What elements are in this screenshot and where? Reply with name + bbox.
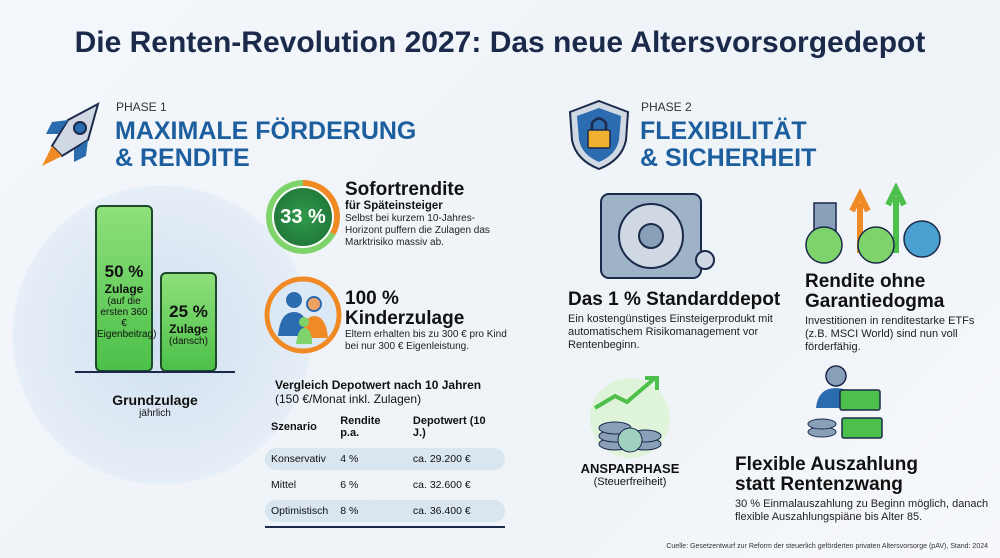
auszahlung-title1: Flexible Auszahlung bbox=[735, 454, 918, 475]
bar-25-percent: 25 % Zulage (dansch) bbox=[160, 272, 217, 372]
kinderzulage-block: 100 % Kinderzulage Eltern erhalten bis z… bbox=[345, 289, 515, 353]
chart-caption: Grundzulage jährlich bbox=[85, 392, 225, 419]
table-row: Konservativ 4 % ca. 29.200 € bbox=[265, 448, 505, 470]
bar2-value: 25 % bbox=[169, 302, 208, 321]
comparison-table: Szenario Rendite p.a. Depotwert (10 J.) … bbox=[265, 406, 505, 528]
phase2-heading: FLEXIBILITÄT & SICHERHEIT bbox=[640, 118, 816, 172]
bar2-label: Zulage bbox=[169, 322, 208, 336]
person-money-icon bbox=[807, 365, 883, 439]
rendite-title2: Garantiedogma bbox=[805, 291, 945, 312]
auszahlung-title2: statt Rentenzwang bbox=[735, 474, 903, 495]
rendite-desc: Investitionen in renditestarke ETFs (z.B… bbox=[805, 315, 975, 353]
phase1-heading-line2: & RENDITE bbox=[115, 144, 250, 172]
sofortrendite-subtitle: für Späteinsteiger bbox=[345, 200, 443, 212]
rocket-icon bbox=[42, 102, 100, 166]
table-row: Mittel 6 % ca. 32.600 € bbox=[265, 474, 505, 496]
sofortrendite-ring: 33 % bbox=[266, 180, 340, 254]
header-rendite: Rendite p.a. bbox=[340, 415, 381, 439]
phase1-heading-line1: MAXIMALE FÖRDERUNG bbox=[115, 117, 417, 145]
header-depotwert: Depotwert (10 J.) bbox=[412, 415, 486, 439]
auszahlung-block: Flexible Auszahlung statt Rentenzwang 30… bbox=[735, 455, 995, 524]
source-note: Cuelle: Gesetzentwurf zur Reform der ste… bbox=[666, 543, 988, 550]
cell: 4 % bbox=[334, 448, 407, 470]
standarddepot-title: Das 1 % Standarddepot bbox=[568, 289, 781, 310]
header-szenario: Szenario bbox=[271, 421, 317, 433]
sofortrendite-desc: Selbst bei kurzem 10-Jahres-Horizont puf… bbox=[345, 213, 490, 248]
cell: 6 % bbox=[340, 479, 359, 491]
kinderzulage-desc: Eltern erhalten bis zu 300 € pro Kind be… bbox=[345, 329, 507, 352]
kinderzulage-title2: Kinderzulage bbox=[345, 308, 465, 329]
family-icon bbox=[264, 276, 342, 354]
sofortrendite-block: Sofortrendite für Späteinsteiger Selbst … bbox=[345, 180, 505, 249]
coins-growth-icon bbox=[590, 376, 670, 458]
cell: Mittel bbox=[271, 479, 297, 491]
cell: ca. 36.400 € bbox=[406, 500, 505, 522]
sofortrendite-title: Sofortrendite bbox=[345, 179, 465, 200]
bar1-note: (auf die ersten 360 € Eigenbeitrag) bbox=[97, 296, 157, 340]
rendite-title1: Rendite ohne bbox=[805, 271, 926, 292]
shield-lock-icon bbox=[568, 99, 630, 171]
rendite-block: Rendite ohne Garantiedogma Investitionen… bbox=[805, 272, 995, 354]
kinderzulage-title1: 100 % bbox=[345, 288, 399, 309]
page-title: Die Renten-Revolution 2027: Das neue Alt… bbox=[74, 26, 926, 59]
cell: ca. 29.200 € bbox=[406, 448, 505, 470]
cell: 8 % bbox=[334, 500, 407, 522]
standarddepot-desc: Ein kostengünstiges Einsteigerprodukt mi… bbox=[568, 313, 773, 351]
standarddepot-block: Das 1 % Standarddepot Ein kostengünstige… bbox=[568, 290, 798, 352]
chart-title: Grundzulage bbox=[112, 392, 198, 408]
cell: Optimistisch bbox=[265, 500, 335, 522]
table-header: Szenario Rendite p.a. Depotwert (10 J.) bbox=[265, 410, 505, 444]
chart-subtitle: jährlich bbox=[139, 408, 171, 419]
vault-icon bbox=[600, 193, 715, 279]
table-row: Optimistisch 8 % ca. 36.400 € bbox=[265, 500, 505, 522]
bar2-note: (dansch) bbox=[169, 336, 208, 347]
auszahlung-desc: 30 % Einmalauszahlung zu Beginn möglich,… bbox=[735, 498, 989, 523]
ansparphase-block: ANSPARPHASE (Steuerfreiheit) bbox=[570, 461, 690, 488]
bar1-value: 50 % bbox=[104, 262, 144, 281]
table-subtitle: (150 €/Monat inkl. Zulagen) bbox=[275, 392, 422, 406]
cell: ca. 32.600 € bbox=[412, 479, 471, 491]
phase2-heading-line1: FLEXIBILITÄT bbox=[640, 117, 807, 145]
ansparphase-subtitle: (Steuerfreiheit) bbox=[593, 476, 667, 488]
phase1-label: PHASE 1 bbox=[116, 100, 167, 114]
phase2-label: PHASE 2 bbox=[641, 100, 692, 114]
growth-investments-icon bbox=[805, 183, 941, 264]
chart-baseline bbox=[75, 371, 235, 373]
bar-50-percent: 50 % Zulage (auf die ersten 360 € Eigenb… bbox=[95, 205, 157, 372]
ansparphase-title: ANSPARPHASE bbox=[580, 461, 680, 476]
bar1-label: Zulage bbox=[104, 282, 144, 296]
table-title: Vergleich Depotwert nach 10 Jahren bbox=[275, 378, 482, 392]
phase2-heading-line2: & SICHERHEIT bbox=[640, 144, 817, 172]
comparison-table-block: Vergleich Depotwert nach 10 Jahren (150 … bbox=[265, 378, 510, 528]
cell: Konservativ bbox=[265, 448, 335, 470]
phase1-heading: MAXIMALE FÖRDERUNG & RENDITE bbox=[115, 118, 416, 172]
sofortrendite-value: 33 % bbox=[272, 186, 334, 248]
